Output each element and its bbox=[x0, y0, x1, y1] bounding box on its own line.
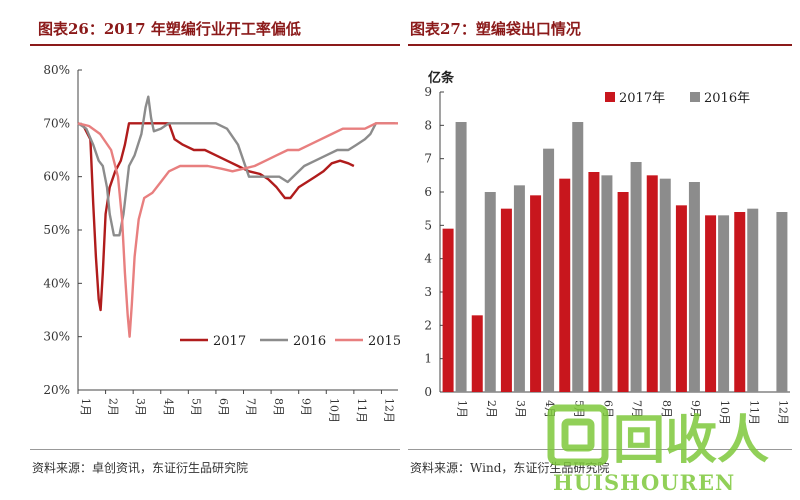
left-x-tick-label: 1月 bbox=[79, 398, 92, 416]
series-line-2016 bbox=[77, 95, 396, 237]
bar-2017年 bbox=[675, 205, 687, 392]
left-chart-source: 资料来源：卓创资讯，东证衍生品研究院 bbox=[32, 461, 249, 475]
right-x-tick-label: 9月 bbox=[689, 400, 702, 418]
right-x-tick-label: 8月 bbox=[660, 400, 673, 418]
bar-2017年 bbox=[559, 178, 571, 392]
bar-2016年 bbox=[601, 175, 613, 392]
right-x-tick-label: 12月 bbox=[776, 400, 789, 425]
right-x-tick-label: 2月 bbox=[485, 400, 498, 418]
left-y-tick-label: 80% bbox=[43, 63, 70, 77]
right-x-tick-label: 7月 bbox=[631, 400, 644, 418]
left-y-tick-label: 50% bbox=[43, 223, 70, 237]
bar-2017年 bbox=[588, 172, 600, 392]
left-x-tick-label: 5月 bbox=[189, 398, 202, 416]
bar-2016年 bbox=[747, 208, 759, 392]
bar-2016年 bbox=[630, 162, 642, 392]
left-y-tick-label: 30% bbox=[43, 330, 70, 344]
right-title-rule bbox=[408, 44, 792, 46]
left-y-tick-label: 70% bbox=[43, 116, 70, 130]
bar-2017年 bbox=[705, 215, 717, 392]
bar-2016年 bbox=[572, 122, 584, 392]
right-y-tick-label: 7 bbox=[424, 152, 432, 166]
left-x-tick-label: 3月 bbox=[134, 398, 147, 416]
left-source-rule bbox=[30, 449, 400, 450]
bar-2016年 bbox=[776, 212, 788, 392]
left-x-tick-label: 6月 bbox=[217, 398, 230, 416]
legend-label-2016: 2016 bbox=[293, 334, 326, 349]
bar-2016年 bbox=[455, 122, 467, 392]
bar-2016年 bbox=[718, 215, 730, 392]
right-y-tick-label: 4 bbox=[424, 252, 432, 266]
left-x-tick-label: 9月 bbox=[300, 398, 313, 416]
series-line-2017 bbox=[77, 122, 355, 312]
watermark-logo-text: 回收人 bbox=[613, 410, 769, 471]
bar-2017年 bbox=[471, 315, 483, 392]
left-chart-title: 图表26：2017 年塑编行业开工率偏低 bbox=[38, 20, 301, 38]
right-y-tick-label: 1 bbox=[424, 352, 432, 366]
legend-swatch-2017年 bbox=[605, 92, 615, 102]
right-x-tick-label: 11月 bbox=[747, 400, 760, 425]
watermark-icon bbox=[547, 404, 609, 466]
right-x-tick-label: 1月 bbox=[456, 400, 469, 418]
bar-2016年 bbox=[513, 185, 525, 392]
left-x-tick-label: 11月 bbox=[355, 398, 368, 423]
legend-label-2017: 2017 bbox=[213, 334, 246, 349]
right-y-tick-label: 9 bbox=[424, 85, 432, 99]
bar-2017年 bbox=[617, 192, 629, 392]
legend-label-2015: 2015 bbox=[368, 334, 400, 349]
left-x-tick-label: 12月 bbox=[382, 398, 395, 423]
line-chart: 20% 30% 40% 50% 60% 70% 80% 1月 2月 3月 4月 5月 6月 7月 8月 9月 1… bbox=[43, 63, 400, 423]
bar-2017年 bbox=[646, 175, 658, 392]
right-y-tick-label: 0 bbox=[424, 385, 432, 399]
right-x-tick-label: 10月 bbox=[718, 400, 731, 425]
bar-2016年 bbox=[659, 178, 671, 392]
left-x-tick-label: 4月 bbox=[162, 398, 175, 416]
right-y-tick-label: 6 bbox=[424, 185, 432, 199]
legend-label-2016年: 2016年 bbox=[704, 91, 750, 106]
right-y-tick-label: 5 bbox=[424, 218, 432, 232]
right-y-tick-label: 2 bbox=[424, 318, 432, 332]
right-chart-title: 图表27：塑编袋出口情况 bbox=[410, 20, 581, 38]
left-y-tick-label: 60% bbox=[43, 170, 70, 184]
right-y-axis-label: 亿条 bbox=[428, 70, 455, 86]
left-x-tick-label: 10月 bbox=[327, 398, 340, 423]
left-y-tick-label: 20% bbox=[43, 383, 70, 397]
right-chart-panel: 图表27：塑编袋出口情况 亿条 0 1 2 3 4 5 6 7 8 9 1月 2月 3月 4月 5月 6月 7月 8… bbox=[400, 0, 800, 500]
bar-2016年 bbox=[484, 192, 496, 392]
legend-swatch-2016年 bbox=[690, 92, 700, 102]
right-source-rule bbox=[408, 449, 792, 450]
watermark-logo: 回收人 HUISHOUREN bbox=[547, 404, 769, 495]
left-x-tick-label: 8月 bbox=[272, 398, 285, 416]
bar-2016年 bbox=[688, 182, 700, 392]
right-y-tick-label: 3 bbox=[424, 285, 432, 299]
right-x-tick-label: 3月 bbox=[514, 400, 527, 418]
left-chart-panel: 图表26：2017 年塑编行业开工率偏低 20% 30% 40% 50% 60% 70% 8… bbox=[30, 20, 400, 475]
legend-label-2017年: 2017年 bbox=[619, 91, 665, 106]
left-title-rule bbox=[30, 44, 400, 46]
bar-2016年 bbox=[543, 148, 555, 392]
watermark-brand-text: HUISHOUREN bbox=[553, 470, 735, 495]
bar-2017年 bbox=[734, 212, 746, 392]
bar-2017年 bbox=[500, 208, 512, 392]
bar-2017年 bbox=[442, 228, 454, 392]
left-y-tick-label: 40% bbox=[43, 276, 70, 290]
left-x-tick-label: 7月 bbox=[245, 398, 258, 416]
bar-2017年 bbox=[530, 195, 542, 392]
left-x-tick-label: 2月 bbox=[107, 398, 120, 416]
series-line-2015 bbox=[77, 122, 398, 338]
right-y-tick-label: 8 bbox=[424, 118, 432, 132]
